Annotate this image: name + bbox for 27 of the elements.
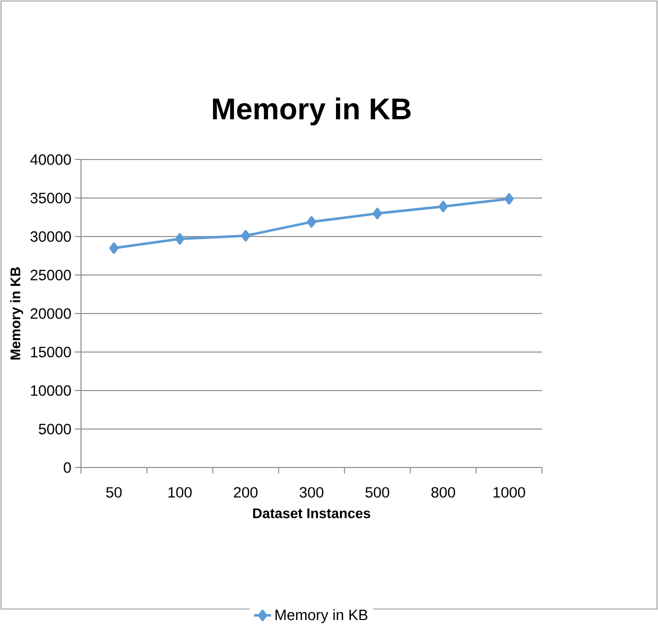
point: [241, 230, 250, 242]
x-tick-label: 1000: [494, 487, 526, 498]
x-tick-label: 500: [365, 487, 390, 498]
y-axis-title: Memory in KB: [10, 268, 24, 360]
x-tick-label: 50: [106, 487, 122, 498]
x-tick-label: 100: [168, 487, 192, 498]
y-tick-label: 40000: [30, 154, 71, 166]
point: [306, 216, 316, 228]
x-tick-label: 300: [300, 487, 324, 498]
point: [109, 242, 119, 254]
y-tick-label: 10000: [31, 385, 71, 396]
point: [504, 193, 514, 205]
y-tick-label: 20000: [30, 308, 71, 320]
y-tick-label: 0: [64, 462, 71, 474]
y-tick-label: 30000: [30, 231, 71, 242]
x-tick-label: 200: [234, 487, 258, 498]
y-tick-label: 25000: [30, 270, 71, 281]
y-tick-label: 15000: [31, 346, 71, 358]
x-axis-title: Dataset Instances: [253, 508, 370, 518]
point: [438, 201, 448, 213]
point: [372, 208, 382, 220]
chart-title: Memory in KB: [213, 98, 411, 126]
y-tick-label: 35000: [30, 192, 71, 204]
x-tick-label: 800: [431, 487, 456, 498]
legend-label: Memory in KB: [276, 609, 368, 624]
y-tick-label: 5000: [38, 424, 71, 435]
point: [175, 233, 184, 245]
